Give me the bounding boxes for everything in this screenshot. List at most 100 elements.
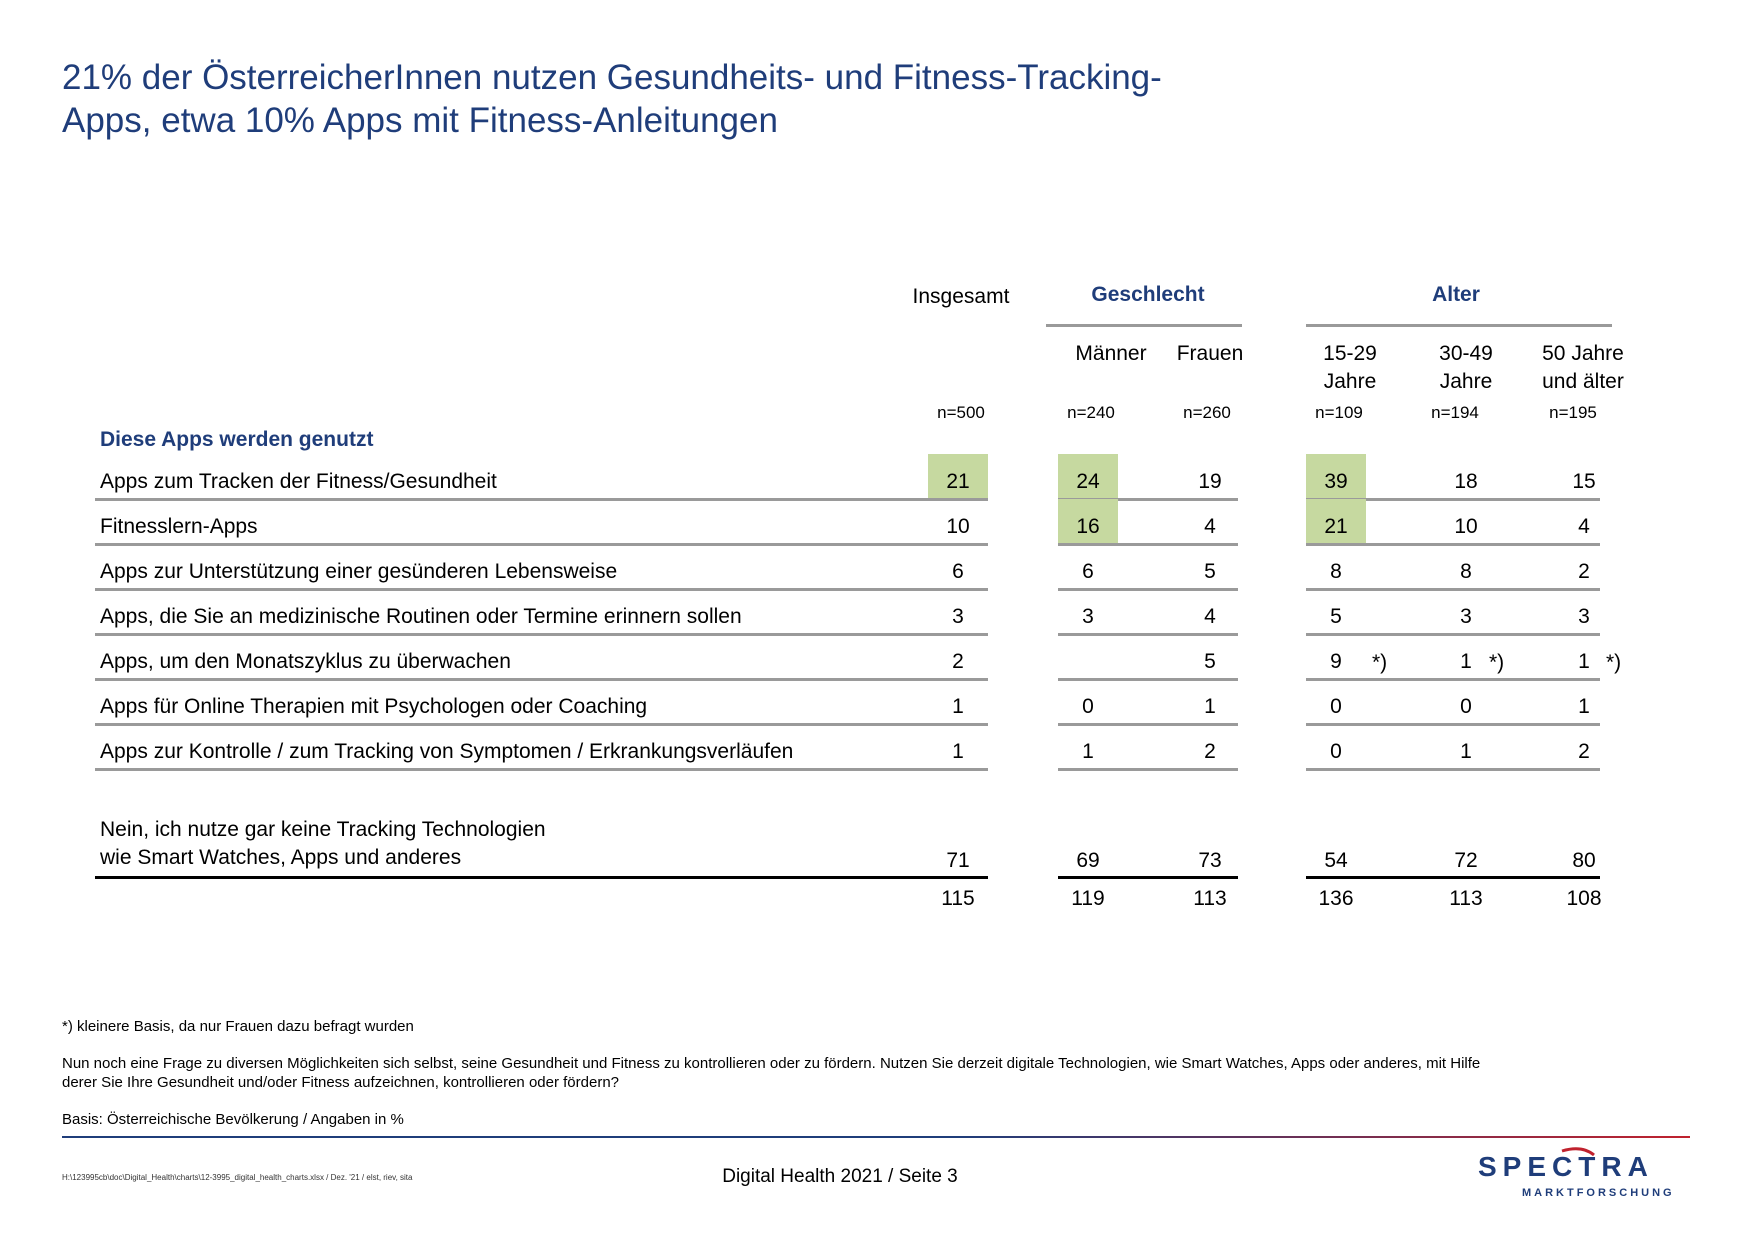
spectra-logo: SPECTRA MARKTFORSCHUNG <box>1478 1147 1675 1199</box>
column-header-age-30-49-line1: 30-49 <box>1439 342 1493 365</box>
row-label: Apps für Online Therapien mit Psychologe… <box>100 695 648 718</box>
n-age-50-plus: n=195 <box>1549 403 1597 422</box>
table-cell: 8 <box>1460 560 1472 583</box>
logo-swoosh <box>1561 1147 1595 1157</box>
column-header-men: Männer <box>1046 340 1176 368</box>
table-cell: 3 <box>1082 605 1094 628</box>
none-row-cell: 71 <box>946 849 970 872</box>
sum-divider <box>1058 876 1238 879</box>
row-divider <box>1058 723 1238 726</box>
file-path: H:\123995cb\doc\Digital_Health\charts\12… <box>62 1173 413 1182</box>
column-header-age-15-29-line1: 15-29 <box>1323 342 1377 365</box>
table-cell: 15 <box>1572 470 1596 493</box>
row-divider <box>1306 498 1600 501</box>
row-label: Apps zur Kontrolle / zum Tracking von Sy… <box>100 740 794 763</box>
row-divider <box>1306 678 1600 681</box>
section-title: Diese Apps werden genutzt <box>100 428 374 451</box>
table-cell: 5 <box>1204 560 1216 583</box>
column-header-women-label: Frauen <box>1176 342 1244 365</box>
none-row-label-line1: Nein, ich nutze gar keine Tracking Techn… <box>100 818 546 841</box>
column-header-age-50-plus: 50 Jahre und älter <box>1521 340 1645 396</box>
row-divider <box>95 633 988 636</box>
table-cell: 2 <box>1204 740 1216 763</box>
table-cell: 10 <box>1454 515 1478 538</box>
none-row-cell: 80 <box>1572 849 1596 872</box>
table-cell: 8 <box>1330 560 1342 583</box>
table-cell: 5 <box>1330 605 1342 628</box>
table-cell: 5 <box>1204 650 1216 673</box>
group-underline-age <box>1306 324 1612 327</box>
row-divider <box>1058 768 1238 771</box>
table-cell: 2 <box>952 650 964 673</box>
table-cell: 1 <box>1082 740 1094 763</box>
question-text-line1: Nun noch eine Frage zu diversen Möglichk… <box>62 1055 1481 1072</box>
table-cell: 4 <box>1578 515 1590 538</box>
row-divider <box>1306 588 1600 591</box>
footnote-marker: *) <box>1372 651 1388 674</box>
logo-main-text: SPECTRA <box>1478 1151 1654 1182</box>
logo-sub-text: MARKTFORSCHUNG <box>1522 1187 1675 1199</box>
column-header-women: Frauen <box>1160 340 1260 368</box>
footnote-smaller-base: *) kleinere Basis, da nur Frauen dazu be… <box>62 1018 414 1035</box>
row-divider <box>95 543 988 546</box>
table-cell: 16 <box>1058 499 1118 543</box>
table-cell: 4 <box>1204 515 1216 538</box>
none-row-cell: 72 <box>1454 849 1478 872</box>
table-cell: 0 <box>1330 740 1342 763</box>
row-divider <box>95 588 988 591</box>
table-cell: 21 <box>1306 499 1366 543</box>
footer-rule <box>62 1136 1690 1138</box>
none-row-label: Nein, ich nutze gar keine Tracking Techn… <box>100 816 546 872</box>
column-header-age-50-plus-line2: und älter <box>1542 370 1624 393</box>
group-header-gender: Geschlecht <box>1091 283 1205 306</box>
row-divider <box>1058 678 1238 681</box>
row-divider <box>1306 723 1600 726</box>
row-divider <box>95 723 988 726</box>
table-cell: 6 <box>952 560 964 583</box>
row-divider <box>95 498 988 501</box>
table-cell: 39 <box>1306 454 1366 498</box>
table-cell: 0 <box>1082 695 1094 718</box>
column-header-age-30-49-line2: Jahre <box>1439 370 1493 393</box>
table-cell: 3 <box>1578 605 1590 628</box>
table-cell: 1 <box>1460 650 1472 673</box>
table-cell: 1 <box>1578 650 1590 673</box>
column-header-age-15-29: 15-29 Jahre <box>1300 340 1400 396</box>
table-cell: 19 <box>1198 470 1222 493</box>
table-cell: 1 <box>952 740 964 763</box>
table-cell: 1 <box>952 695 964 718</box>
page-title: 21% der ÖsterreicherInnen nutzen Gesundh… <box>62 56 1362 142</box>
table-cell: 21 <box>928 454 988 498</box>
table-cell: 2 <box>1578 740 1590 763</box>
sum-divider <box>95 876 988 879</box>
question-text-line2: derer Sie Ihre Gesundheit und/oder Fitne… <box>62 1074 619 1091</box>
table-cell: 2 <box>1578 560 1590 583</box>
row-divider <box>95 768 988 771</box>
total-cell: 136 <box>1318 887 1354 910</box>
none-row-label-line2: wie Smart Watches, Apps und anderes <box>100 846 462 869</box>
column-header-age-15-29-line2: Jahre <box>1323 370 1377 393</box>
table-cell: 0 <box>1330 695 1342 718</box>
n-age-30-49: n=194 <box>1431 403 1479 422</box>
table-cell: 0 <box>1460 695 1472 718</box>
table-cell: 1 <box>1204 695 1216 718</box>
total-cell: 113 <box>1449 887 1483 910</box>
row-label: Apps zur Unterstützung einer gesünderen … <box>100 560 618 583</box>
row-divider <box>1058 498 1238 501</box>
none-row-cell: 54 <box>1324 849 1348 872</box>
basis-text: Basis: Österreichische Bevölkerung / Ang… <box>62 1111 404 1128</box>
n-total: n=500 <box>937 403 985 422</box>
sum-divider <box>1306 876 1600 879</box>
table-cell: 1 <box>1460 740 1472 763</box>
table-cell: 4 <box>1204 605 1216 628</box>
column-header-age-30-49: 30-49 Jahre <box>1416 340 1516 396</box>
table-cell: 1 <box>1578 695 1590 718</box>
table-cell: 10 <box>946 515 970 538</box>
title-line-2: Apps, etwa 10% Apps mit Fitness-Anleitun… <box>62 101 778 140</box>
none-row-cell: 69 <box>1076 849 1100 872</box>
row-label: Apps zum Tracken der Fitness/Gesundheit <box>100 470 497 493</box>
row-label: Fitnesslern-Apps <box>100 515 258 538</box>
row-divider <box>1058 543 1238 546</box>
footnote-marker: *) <box>1606 651 1622 674</box>
row-divider <box>1058 633 1238 636</box>
